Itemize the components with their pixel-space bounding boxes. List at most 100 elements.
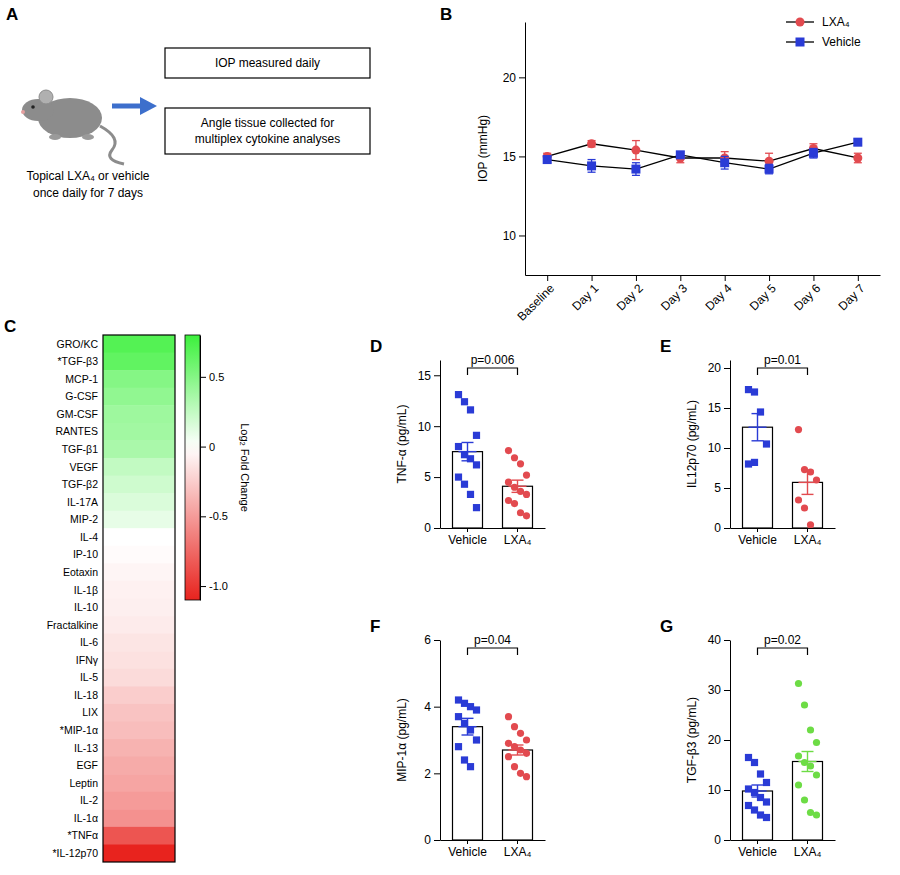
- heat-cell: [103, 423, 175, 441]
- tick-label: 0: [424, 521, 431, 535]
- heat-cell: [103, 634, 175, 652]
- tick: LXA₄: [504, 528, 532, 547]
- error-line: [632, 159, 640, 160]
- tick-label: Day 4: [702, 281, 734, 313]
- point: [511, 454, 518, 461]
- error-line: [512, 754, 524, 755]
- tick: 30: [708, 683, 730, 697]
- row-label: TGF-β2: [62, 478, 99, 490]
- tick: Day 7: [836, 275, 868, 313]
- axis-line: [526, 275, 881, 276]
- axis-line: [731, 840, 836, 841]
- axis-line: [200, 336, 201, 601]
- point: [461, 481, 468, 488]
- tick: Vehicle: [738, 528, 777, 547]
- tick-mark: [200, 586, 206, 587]
- tick-label: 20: [503, 71, 517, 85]
- panel-letter: F: [370, 617, 380, 636]
- mouse-foot: [82, 134, 94, 140]
- tick-label: 4: [424, 700, 431, 714]
- error-line: [512, 479, 524, 480]
- panel-letter: A: [6, 5, 18, 24]
- tick-label: LXA₄: [504, 845, 532, 859]
- tick-mark: [858, 275, 859, 281]
- bracket: [758, 648, 808, 655]
- point: [473, 736, 480, 743]
- error-bar: [588, 160, 596, 173]
- tick-mark: [519, 235, 525, 236]
- error-line: [721, 156, 729, 157]
- tick-label: 10: [708, 783, 722, 797]
- tick: -0.5: [200, 510, 228, 522]
- tick-label: Day 1: [569, 281, 601, 313]
- point: [807, 726, 814, 733]
- axis-title: IOP (mmHg): [476, 115, 490, 182]
- error-line: [752, 796, 764, 797]
- error-line: [462, 718, 474, 719]
- heat-cell: [103, 493, 175, 511]
- tick-mark: [757, 840, 758, 844]
- heat-cell: [103, 528, 175, 546]
- plot-area: [743, 386, 823, 528]
- legend-label: Vehicle: [822, 35, 861, 49]
- tick-mark: [467, 840, 468, 844]
- row-label: IL-18: [74, 689, 98, 701]
- tick: -1.0: [200, 580, 228, 592]
- point: [543, 155, 552, 164]
- plot-area: [543, 138, 863, 176]
- tick-label: 0: [209, 441, 215, 453]
- point: [505, 479, 512, 486]
- tick-label: 2: [424, 767, 431, 781]
- annotation: p=0.01: [764, 353, 801, 367]
- error-line: [802, 771, 814, 772]
- heat-cell: [103, 704, 175, 722]
- point: [807, 521, 814, 528]
- tick-mark: [724, 640, 730, 641]
- heat-cell: [103, 792, 175, 810]
- point: [853, 138, 862, 147]
- heat-cell: [103, 546, 175, 564]
- tick: 4: [424, 700, 440, 714]
- tick-label: 6: [424, 633, 431, 647]
- axis-line: [440, 361, 441, 529]
- tick: 6: [424, 633, 440, 647]
- error-bar: [632, 163, 640, 176]
- heat-cell: [103, 388, 175, 406]
- axis-title: TNF-α (pg/mL): [395, 405, 409, 484]
- tick: 0.5: [200, 371, 224, 383]
- color-axis: 0.5 0 -0.5 -1.0: [200, 336, 228, 601]
- point: [505, 753, 512, 760]
- error-line: [512, 492, 524, 493]
- heat-cell: [103, 651, 175, 669]
- tick-label: Day 7: [836, 281, 868, 313]
- point: [473, 504, 480, 511]
- error-line: [802, 494, 814, 495]
- error-line: [459, 726, 477, 727]
- tick-label: 10: [708, 441, 722, 455]
- tick: 20: [708, 361, 730, 375]
- mouse-tail: [100, 126, 124, 164]
- tick-mark: [724, 840, 730, 841]
- tick-label: LXA₄: [794, 845, 822, 859]
- tick-mark: [724, 528, 730, 529]
- tick: Day 4: [702, 275, 734, 313]
- axis-line: [731, 528, 836, 529]
- point: [473, 432, 480, 439]
- tick-mark: [200, 516, 206, 517]
- tick-label: Baseline: [515, 281, 558, 324]
- tick: 10: [708, 783, 730, 797]
- mouse-foot: [49, 134, 61, 140]
- row-label: IL-6: [80, 636, 98, 648]
- panel-letter: G: [660, 617, 673, 636]
- point: [467, 763, 474, 770]
- tick: Day 2: [614, 275, 646, 313]
- bracket: [758, 368, 808, 375]
- point: [587, 139, 596, 148]
- tick: 15: [708, 401, 730, 415]
- row-label: LIX: [82, 706, 98, 718]
- point: [455, 443, 462, 450]
- heat-cell: [103, 476, 175, 494]
- point: [523, 773, 530, 780]
- color-bar: [185, 335, 200, 600]
- color-title: Log₂ Fold Change: [239, 423, 251, 512]
